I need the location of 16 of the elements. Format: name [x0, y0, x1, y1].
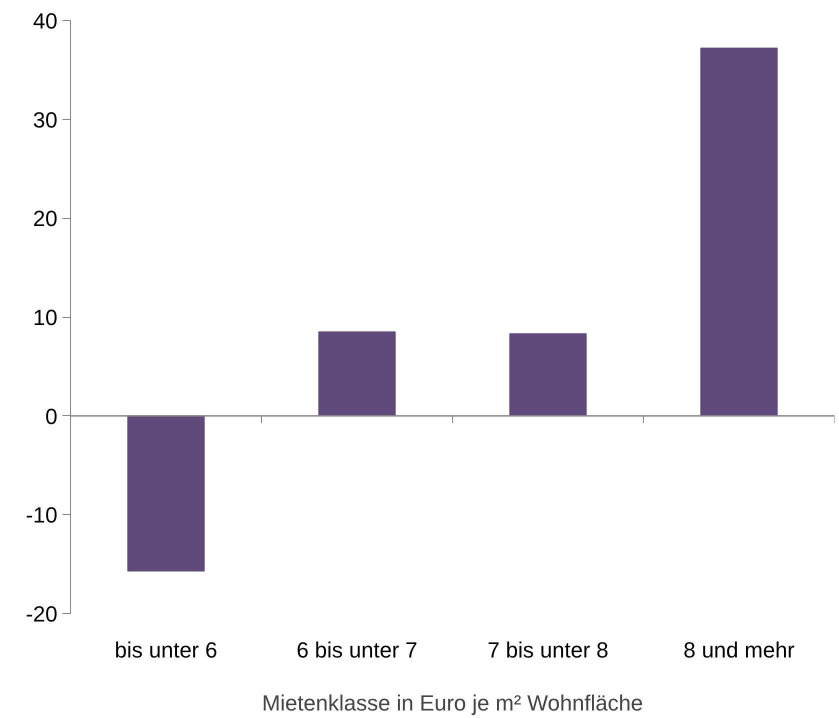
x-tick-label: 8 und mehr — [683, 638, 795, 662]
bar — [509, 333, 587, 416]
bar — [318, 331, 396, 416]
x-tick-label: 7 bis unter 8 — [487, 638, 609, 662]
y-tick-label: 20 — [33, 206, 58, 232]
bar — [127, 415, 205, 572]
y-tick-label: 40 — [33, 8, 58, 34]
x-tick-label: 6 bis unter 7 — [296, 638, 418, 662]
bar — [700, 48, 778, 416]
y-tick-label: 0 — [45, 404, 58, 429]
y-tick-label: -20 — [26, 602, 58, 626]
x-tick-label: bis unter 6 — [114, 638, 218, 662]
y-tick-label: 30 — [33, 107, 58, 132]
y-tick-label: 10 — [33, 305, 58, 330]
x-axis-title: Mietenklasse in Euro je m² Wohnfläche — [262, 690, 644, 716]
y-tick-label: -10 — [26, 502, 58, 528]
